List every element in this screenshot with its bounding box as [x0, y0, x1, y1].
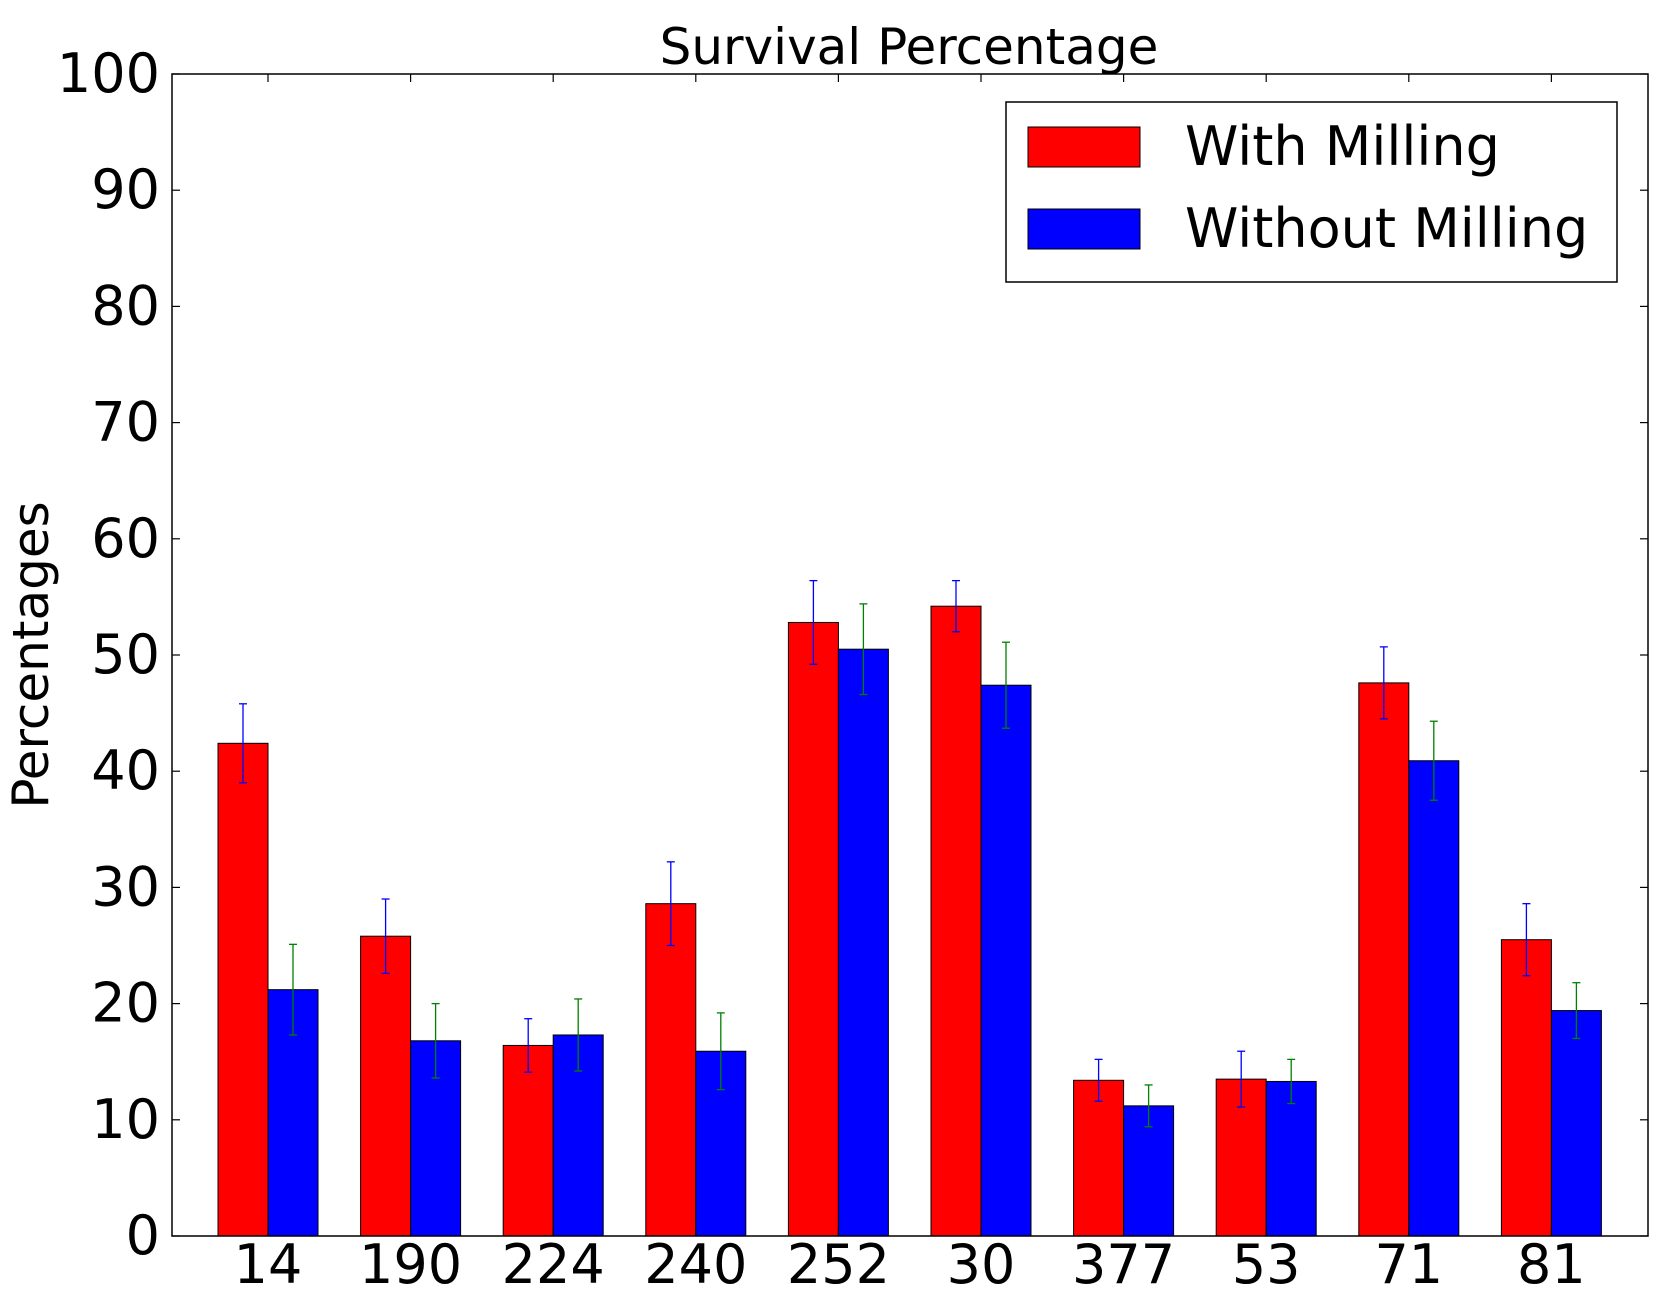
bar-with-milling: [217, 742, 269, 1237]
bar-with-milling: [787, 621, 839, 1237]
bar-without-milling: [1408, 760, 1460, 1237]
x-tick-label: 14: [234, 1233, 303, 1296]
y-tick-label: 60: [91, 507, 160, 570]
y-tick-label: 70: [91, 391, 160, 454]
ticks-layer: 14 190 224 240 252 30 377 53 71 81 0 10 20 30 40 50 60 70…: [57, 42, 1648, 1296]
bar-with-milling: [1073, 1079, 1125, 1237]
bars-layer: [217, 579, 1602, 1237]
legend: With Milling Without Milling: [1005, 101, 1618, 283]
x-tick-label: 53: [1232, 1233, 1301, 1296]
y-tick-label: 50: [91, 623, 160, 686]
y-tick-label: 30: [91, 855, 160, 918]
bar-with-milling: [1358, 682, 1410, 1237]
bar-with-milling: [930, 605, 982, 1237]
plot-frame: [171, 73, 1649, 1237]
bar-with-milling: [360, 935, 412, 1237]
legend-swatch-with-milling: [1027, 126, 1141, 168]
bar-with-milling: [502, 1044, 554, 1237]
x-tick-label: 71: [1374, 1233, 1443, 1296]
x-tick-label: 30: [947, 1233, 1016, 1296]
legend-label-with-milling: With Milling: [1185, 115, 1500, 178]
bar-without-milling: [980, 684, 1032, 1237]
y-tick-label: 10: [91, 1088, 160, 1151]
y-axis-label: Percentages: [2, 501, 60, 808]
legend-label-without-milling: Without Milling: [1185, 197, 1588, 260]
bar-without-milling: [837, 648, 889, 1237]
x-tick-label: 252: [787, 1233, 890, 1296]
x-tick-label: 224: [502, 1233, 605, 1296]
bar-with-milling: [1500, 939, 1552, 1237]
x-tick-label: 81: [1517, 1233, 1586, 1296]
x-tick-label: 190: [359, 1233, 462, 1296]
chart-title: Survival Percentage: [660, 18, 1159, 76]
bar-without-milling: [1123, 1105, 1175, 1237]
y-tick-label: 20: [91, 972, 160, 1035]
x-tick-label: 377: [1072, 1233, 1175, 1296]
y-tick-label: 90: [91, 158, 160, 221]
y-tick-label: 40: [91, 739, 160, 802]
bar-without-milling: [1265, 1080, 1317, 1237]
y-tick-label: 0: [126, 1204, 160, 1267]
y-tick-label: 100: [57, 42, 160, 105]
legend-swatch-without-milling: [1027, 208, 1141, 250]
bar-without-milling: [1550, 1010, 1602, 1237]
y-tick-label: 80: [91, 274, 160, 337]
x-tick-label: 240: [644, 1233, 747, 1296]
bar-with-milling: [645, 903, 697, 1237]
